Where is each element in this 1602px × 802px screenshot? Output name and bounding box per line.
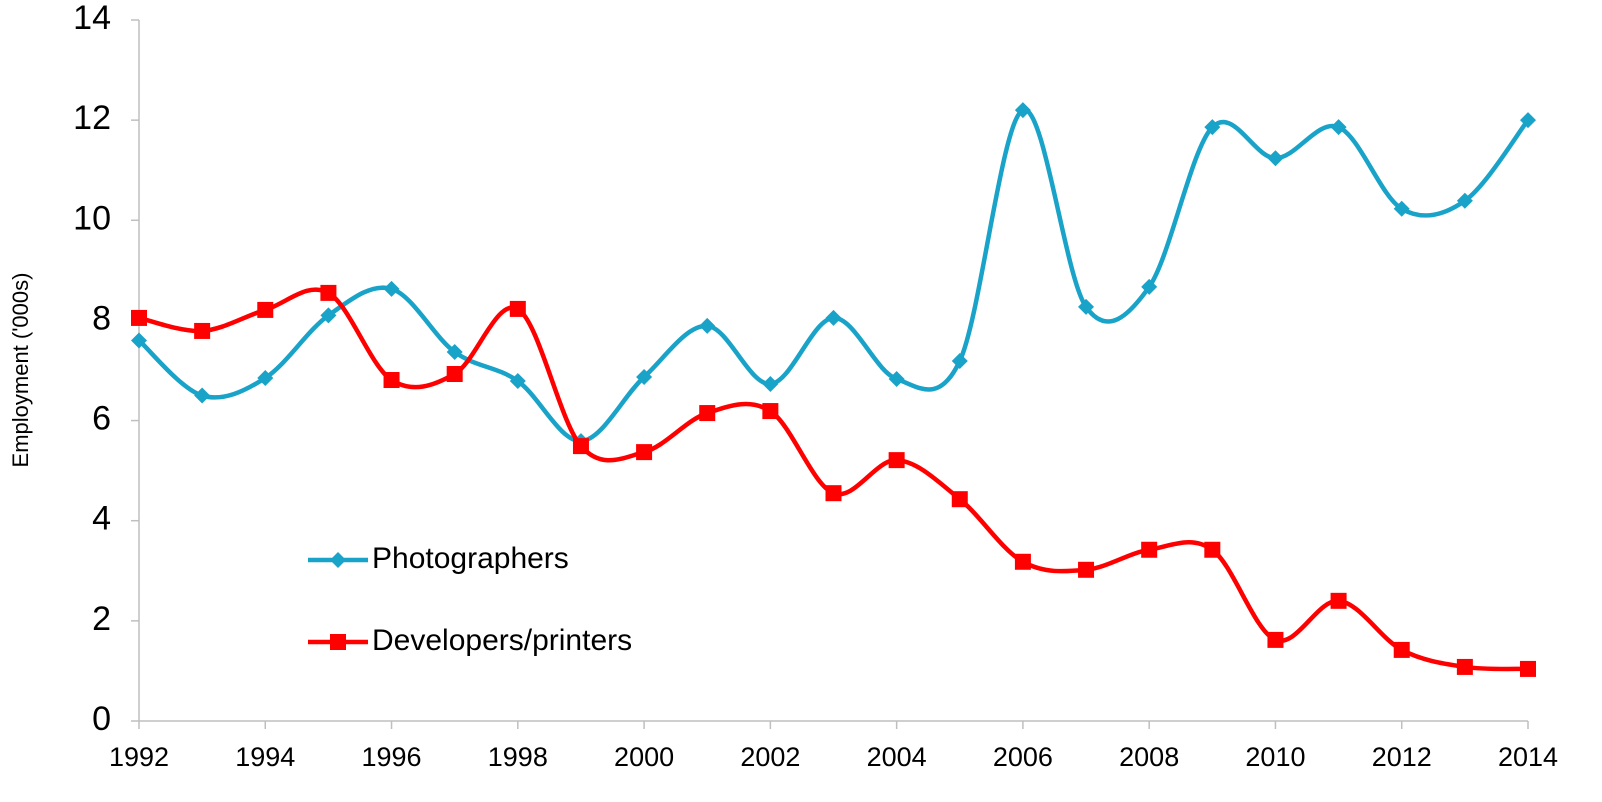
marker <box>509 373 526 390</box>
line <box>137 107 1530 444</box>
x-tick-label: 1992 <box>109 742 169 772</box>
marker <box>1267 150 1284 167</box>
marker <box>699 405 716 422</box>
marker <box>257 370 274 387</box>
marker <box>1456 192 1473 209</box>
x-tick-label: 2008 <box>1119 742 1179 772</box>
x-tick-label: 2004 <box>867 742 927 772</box>
marker <box>951 491 968 508</box>
marker <box>1014 553 1031 570</box>
y-tick-label: 0 <box>92 700 111 738</box>
legend-label: Photographers <box>372 542 569 575</box>
marker <box>699 317 716 334</box>
marker <box>1204 119 1221 136</box>
y-tick-label: 8 <box>92 299 111 337</box>
marker <box>1520 660 1536 677</box>
marker <box>1456 658 1473 675</box>
y-tick-label: 2 <box>92 600 111 638</box>
y-tick-label: 4 <box>92 500 111 538</box>
marker <box>1014 102 1031 119</box>
marker <box>572 438 589 455</box>
marker <box>1141 278 1158 295</box>
line <box>138 287 1529 672</box>
marker <box>1267 631 1284 648</box>
marker <box>131 309 147 326</box>
marker <box>888 452 905 469</box>
marker <box>383 280 400 297</box>
marker <box>330 634 346 650</box>
y-tick-label: 6 <box>92 400 111 438</box>
x-tick-label: 2010 <box>1245 742 1305 772</box>
marker <box>1330 592 1347 609</box>
x-tick-label: 1998 <box>488 742 548 772</box>
marker <box>509 300 526 317</box>
marker <box>762 376 779 393</box>
marker <box>257 301 274 318</box>
marker <box>951 352 968 369</box>
marker <box>1393 641 1410 658</box>
marker <box>636 369 653 386</box>
marker <box>446 343 463 360</box>
y-axis-label: Employment ('000s) <box>8 273 33 468</box>
x-tick-label: 2012 <box>1372 742 1432 772</box>
marker <box>320 284 337 301</box>
marker <box>762 403 779 420</box>
y-tick-label: 14 <box>73 0 111 37</box>
marker <box>888 371 905 388</box>
marker <box>131 332 147 349</box>
marker <box>1393 200 1410 217</box>
marker <box>320 307 337 324</box>
x-tick-label: 2006 <box>993 742 1053 772</box>
x-tick-label: 2002 <box>740 742 800 772</box>
x-tick-label: 1994 <box>235 742 295 772</box>
x-tick-label: 2014 <box>1498 742 1558 772</box>
x-tick-label: 1996 <box>362 742 422 772</box>
marker <box>383 372 400 389</box>
marker <box>1078 298 1095 315</box>
y-tick-label: 10 <box>73 199 111 237</box>
marker <box>1204 541 1221 558</box>
marker <box>1078 561 1095 578</box>
x-tick-label: 2000 <box>614 742 674 772</box>
marker <box>446 366 463 383</box>
marker <box>1330 119 1347 136</box>
marker <box>825 485 842 502</box>
marker <box>330 552 346 568</box>
y-tick-label: 12 <box>73 99 111 137</box>
marker <box>825 309 842 326</box>
marker <box>194 387 211 404</box>
legend-label: Developers/printers <box>372 624 632 657</box>
marker <box>194 322 211 339</box>
marker <box>636 444 653 461</box>
marker <box>1141 541 1158 558</box>
marker <box>1520 112 1536 129</box>
